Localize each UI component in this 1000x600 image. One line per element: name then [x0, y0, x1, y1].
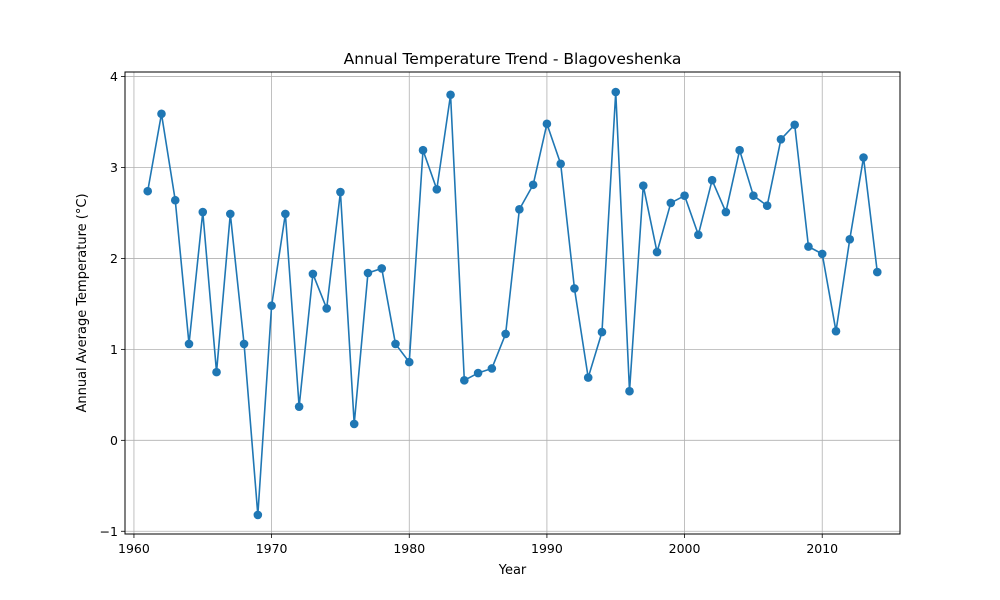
data-point-1997	[638, 181, 648, 190]
data-point-1996	[625, 386, 634, 396]
data-point-1976	[349, 419, 359, 429]
data-point-1970	[267, 301, 276, 311]
y-tick-label: −1	[100, 524, 118, 539]
data-point-1991	[556, 159, 565, 169]
data-point-2006	[762, 201, 772, 210]
data-point-1986	[487, 364, 497, 373]
data-point-2000	[680, 191, 689, 200]
x-tick-label: 2010	[806, 541, 838, 556]
data-point-1989	[528, 180, 538, 190]
data-point-2013	[859, 153, 868, 162]
data-point-2012	[845, 235, 855, 244]
data-point-2001	[694, 230, 703, 240]
data-point-1980	[404, 357, 414, 367]
data-point-1961	[143, 186, 153, 196]
y-axis-ticks: −1 0 1 2 3 4	[100, 69, 125, 539]
data-point-2002	[707, 175, 717, 185]
data-point-1967	[226, 209, 235, 219]
data-point-2009	[804, 242, 813, 251]
y-tick-label: 2	[110, 251, 118, 266]
data-point-1990	[542, 119, 552, 129]
x-tick-label: 1960	[118, 541, 150, 556]
y-axis-label: Annual Average Temperature (°C)	[75, 193, 90, 412]
data-point-2003	[721, 207, 731, 217]
data-point-1972	[294, 402, 304, 411]
x-axis-ticks: 1960 1970 1980 1990 2000 2010	[118, 534, 838, 556]
data-point-1998	[652, 247, 662, 257]
data-point-1984	[460, 376, 469, 385]
data-point-1964	[184, 339, 194, 349]
data-point-1968	[239, 339, 249, 349]
y-tick-label: 1	[110, 342, 118, 357]
data-point-1975	[336, 187, 345, 197]
data-point-1973	[308, 269, 318, 279]
y-tick-label: 0	[110, 433, 118, 448]
data-point-2010	[817, 249, 827, 259]
data-point-1992	[570, 284, 579, 293]
data-point-1974	[322, 304, 331, 313]
data-point-1979	[391, 339, 400, 349]
data-point-1988	[515, 205, 524, 214]
data-point-1983	[446, 90, 455, 100]
y-tick-label: 4	[110, 69, 118, 84]
x-tick-label: 1990	[531, 541, 563, 556]
data-point-1977	[363, 268, 373, 278]
x-tick-label: 1970	[256, 541, 288, 556]
chart-title: Annual Temperature Trend - Blagoveshenka	[344, 50, 682, 68]
data-point-1971	[281, 209, 290, 219]
data-point-1982	[432, 185, 442, 194]
data-point-1966	[212, 367, 221, 377]
x-tick-label: 1980	[393, 541, 425, 556]
data-point-1985	[473, 368, 483, 378]
data-point-1963	[170, 195, 180, 205]
data-point-1969	[253, 510, 263, 520]
data-point-1993	[583, 373, 593, 382]
y-tick-label: 3	[110, 160, 118, 175]
data-point-1994	[597, 327, 607, 337]
data-point-1999	[666, 198, 676, 208]
data-point-1965	[198, 207, 208, 217]
data-point-2008	[790, 120, 799, 130]
plot-frame	[124, 71, 901, 535]
data-point-1978	[377, 264, 387, 273]
data-point-1995	[611, 87, 621, 97]
x-axis-label: Year	[498, 563, 527, 578]
data-point-1962	[157, 109, 166, 119]
data-point-2011	[831, 326, 841, 336]
data-point-2005	[749, 191, 758, 200]
data-point-2007	[776, 135, 786, 144]
grid-lines	[125, 72, 900, 534]
data-point-1981	[418, 145, 428, 155]
data-point-1987	[501, 329, 510, 339]
x-tick-label: 2000	[669, 541, 701, 556]
data-series	[143, 87, 882, 520]
data-point-2004	[735, 145, 744, 155]
data-point-2014	[872, 267, 882, 277]
